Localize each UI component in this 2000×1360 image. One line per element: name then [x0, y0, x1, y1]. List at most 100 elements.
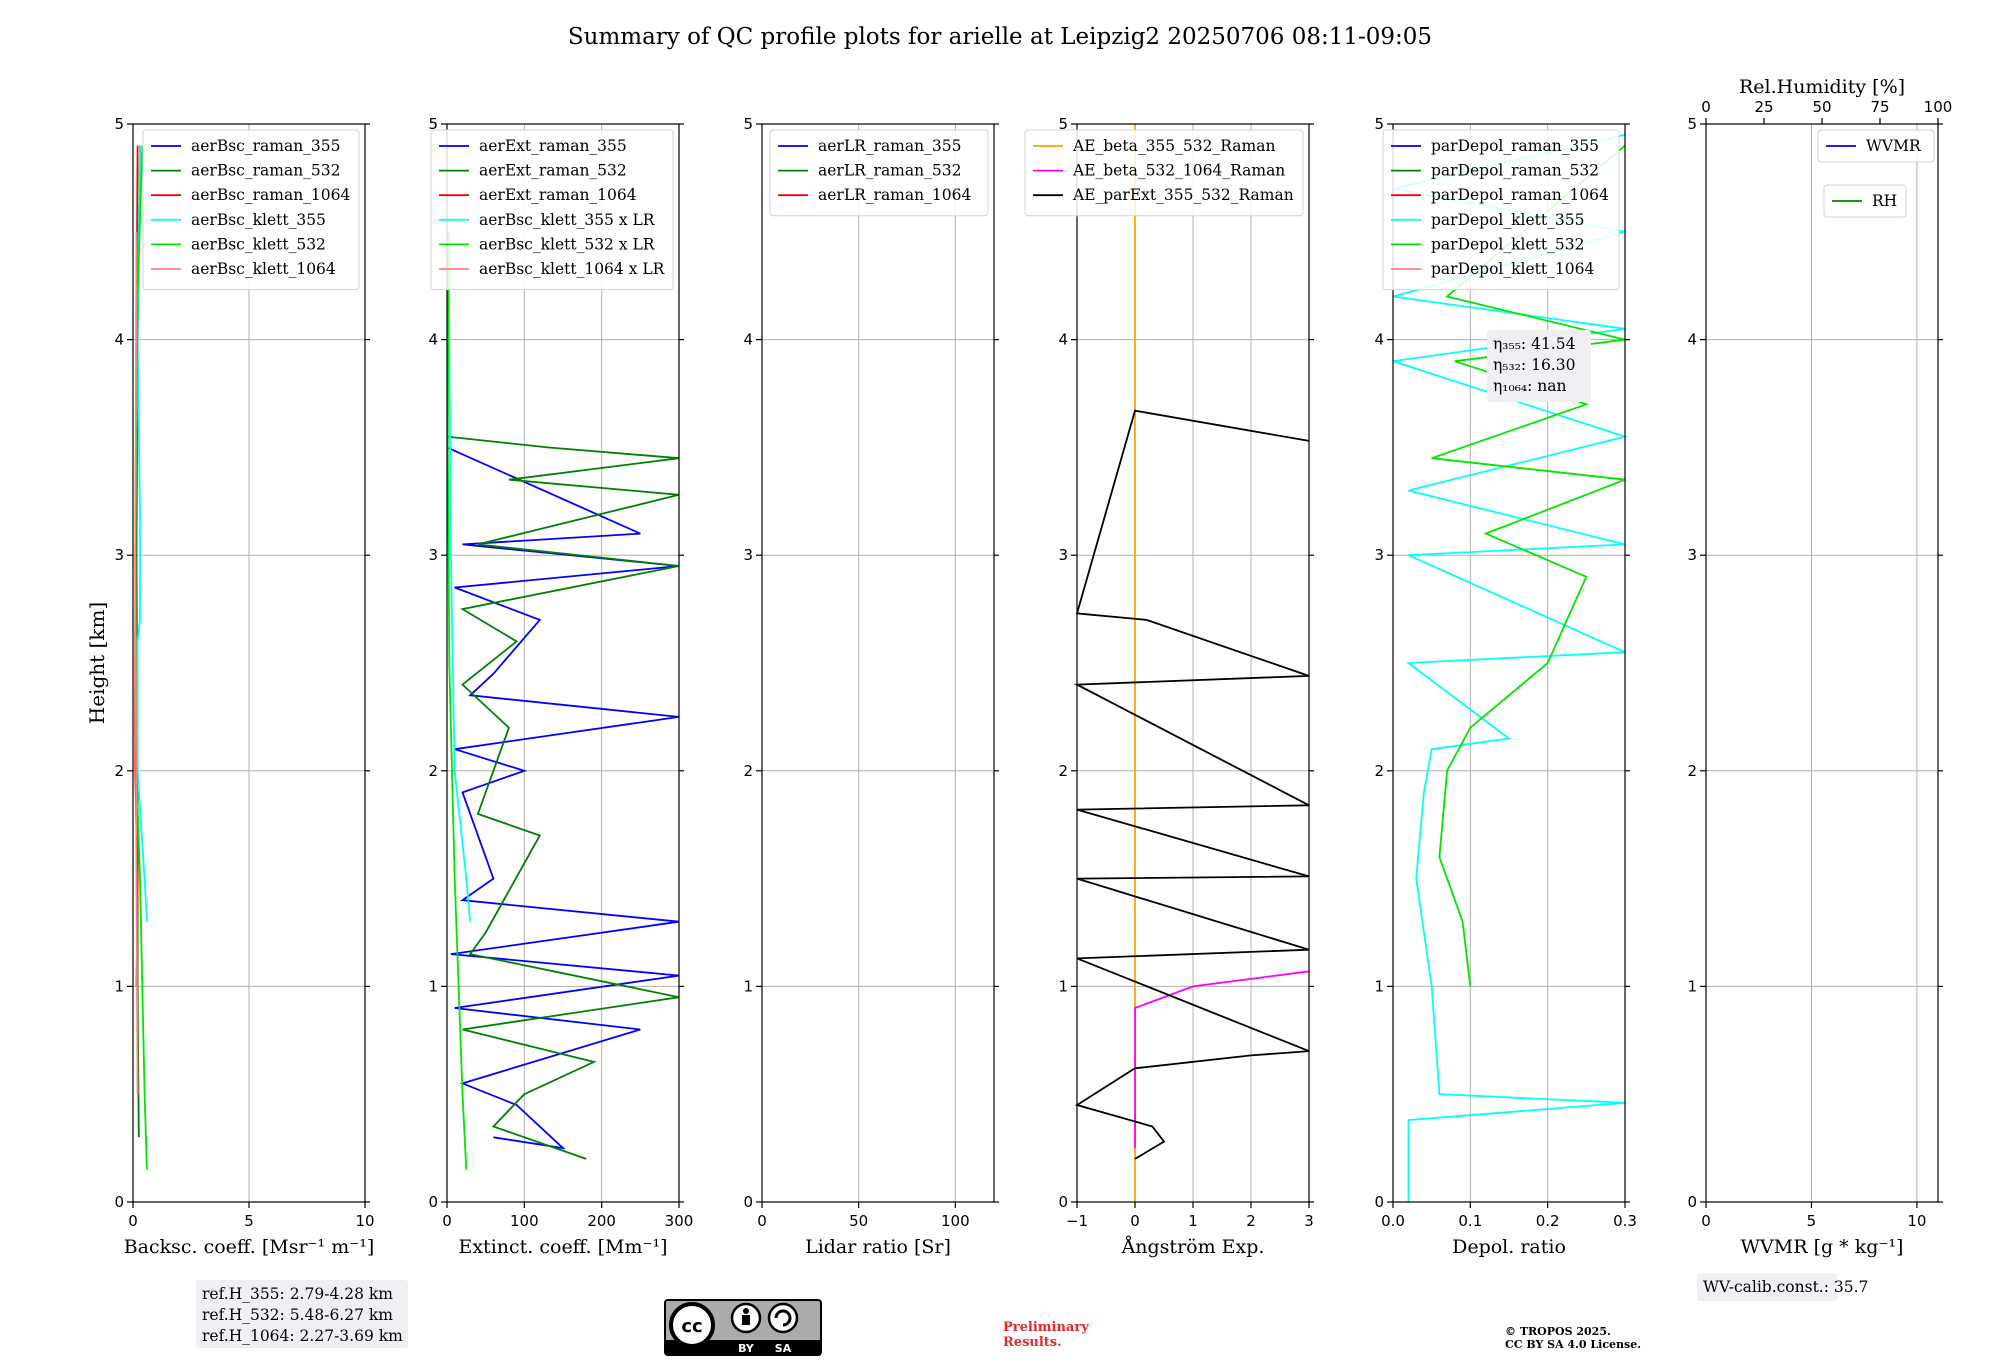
x-tick-label: 5: [244, 1212, 254, 1230]
x-tick-label: 0.1: [1458, 1212, 1482, 1230]
x-tick-label: 0: [757, 1212, 767, 1230]
legend-entry: parDepol_klett_1064: [1431, 260, 1594, 278]
x-axis-label: Backsc. coeff. [Msr⁻¹ m⁻¹]: [124, 1236, 375, 1258]
series-line-pardepol-klett-355: [1392, 133, 1629, 1202]
y-tick-label: 2: [1687, 762, 1697, 780]
x-tick-label: 5: [1807, 1212, 1817, 1230]
x-tick-label: 200: [587, 1212, 616, 1230]
legend-entry: aerBsc_klett_355: [191, 211, 326, 229]
y-tick-label: 3: [1374, 546, 1384, 564]
copyright-line-2: CC BY SA 4.0 License.: [1505, 1338, 1641, 1351]
preliminary-line-2: Results.: [1003, 1335, 1062, 1350]
x-tick-label: 0.3: [1613, 1212, 1637, 1230]
legend-entry: aerBsc_raman_532: [191, 162, 341, 180]
legend-box: [1823, 184, 1907, 218]
y-tick-label: 4: [1058, 331, 1068, 349]
y-tick-label: 3: [743, 546, 753, 564]
series-line-aerbsc-klett-1064: [134, 231, 139, 1095]
series-line-ae-beta-532-1064-raman: [1134, 970, 1310, 1149]
legend: AE_beta_355_532_Raman AE_beta_532_1064_Ra…: [1024, 129, 1304, 217]
y-tick-label: 3: [1058, 546, 1068, 564]
x-axis-label: Extinct. coeff. [Mm⁻¹]: [458, 1236, 667, 1258]
x-tick-label: 0: [442, 1212, 452, 1230]
y-tick-label: 2: [1374, 762, 1384, 780]
cc-by-sa-badge: cc BY SA: [664, 1299, 822, 1356]
annotation-text: ref.H_1064: 2.27-3.69 km: [202, 1327, 403, 1345]
x-axis-label: Depol. ratio: [1452, 1236, 1566, 1258]
y-tick-label: 2: [114, 762, 124, 780]
legend-box: [769, 129, 989, 217]
annotation-text: η₃₅₅: 41.54: [1493, 335, 1576, 353]
legend-entry: WVMR: [1866, 137, 1922, 155]
x-axis-label: Lidar ratio [Sr]: [805, 1236, 951, 1258]
series-line-aerext-raman-355: [446, 446, 680, 1150]
legend-entry: AE_beta_532_1064_Raman: [1072, 162, 1285, 180]
x-tick-label: 10: [1907, 1212, 1926, 1230]
legend-entry: aerExt_raman_1064: [479, 186, 637, 204]
annotation-text: ref.H_532: 5.48-6.27 km: [202, 1306, 393, 1324]
secondary-x-tick-label: 25: [1754, 98, 1773, 116]
y-tick-label: 2: [428, 762, 438, 780]
y-tick-label: 4: [114, 331, 124, 349]
annotation-box-6: WV-calib.const.: 35.7: [1697, 1273, 1868, 1301]
figure-title: Summary of QC profile plots for arielle …: [568, 24, 1432, 50]
y-tick-label: 4: [428, 331, 438, 349]
plot-frame: [1392, 123, 1626, 1203]
y-tick-label: 0: [114, 1193, 124, 1211]
x-tick-label: 0.0: [1381, 1212, 1405, 1230]
y-tick-label: 0: [1687, 1193, 1697, 1211]
legend-entry: aerBsc_klett_1064 x LR: [479, 260, 666, 278]
y-tick-label: 3: [1687, 546, 1697, 564]
x-tick-label: 1: [1188, 1212, 1198, 1230]
y-tick-label: 3: [428, 546, 438, 564]
legend-entry: aerBsc_klett_532: [191, 235, 326, 253]
x-axis-label: Ångström Exp.: [1121, 1236, 1265, 1258]
copyright-line-1: © TROPOS 2025.: [1505, 1325, 1611, 1338]
y-tick-label: 1: [428, 977, 438, 995]
annotation-box-1: ref.H_355: 2.79-4.28 km ref.H_532: 5.48-6…: [196, 1280, 408, 1348]
annotation-text: WV-calib.const.: 35.7: [1703, 1278, 1868, 1296]
secondary-x-axis-label: Rel.Humidity [%]: [1739, 76, 1905, 98]
legend-entry: aerBsc_raman_1064: [191, 186, 351, 204]
series-line-aerbsc-klett-355-x-lr: [447, 231, 472, 922]
preliminary-line-1: Preliminary: [1003, 1320, 1089, 1335]
legend-box: [430, 129, 674, 291]
y-tick-label: 1: [1058, 977, 1068, 995]
legend-entry: aerExt_raman_355: [479, 137, 627, 155]
x-tick-label: 2: [1246, 1212, 1256, 1230]
legend: aerBsc_raman_355 aerBsc_raman_532 aerBsc_r…: [142, 129, 360, 291]
legend-entry: aerBsc_klett_355 x LR: [479, 211, 656, 229]
legend-entry: RH: [1872, 192, 1897, 210]
x-tick-label: 0: [1130, 1212, 1140, 1230]
y-tick-label: 4: [1374, 331, 1384, 349]
legend-entry: aerLR_raman_355: [818, 137, 961, 155]
y-tick-label: 1: [743, 977, 753, 995]
x-axis-label: WVMR [g * kg⁻¹]: [1741, 1236, 1904, 1258]
annotation-box-5: η₃₅₅: 41.54 η₅₃₂: 16.30 η₁₀₆₄: nan: [1487, 330, 1591, 402]
y-tick-label: 0: [1058, 1193, 1068, 1211]
y-tick-label: 4: [1687, 331, 1697, 349]
legend-entry: aerLR_raman_532: [818, 162, 961, 180]
x-tick-label: 0: [1701, 1212, 1711, 1230]
y-tick-label: 0: [428, 1193, 438, 1211]
svg-text:cc: cc: [681, 1316, 702, 1337]
secondary-x-tick-label: 75: [1870, 98, 1889, 116]
x-tick-label: 10: [355, 1212, 374, 1230]
legend-box: [1817, 129, 1935, 163]
plot-frame: [1705, 123, 1939, 1203]
y-tick-label: 5: [743, 115, 753, 133]
x-tick-label: 0: [128, 1212, 138, 1230]
series-line-aerbsc-klett-355: [136, 145, 148, 922]
y-axis-label: Height [km]: [85, 602, 109, 724]
y-tick-label: 5: [1374, 115, 1384, 133]
legend-entry: AE_beta_355_532_Raman: [1072, 137, 1275, 155]
y-tick-label: 1: [1687, 977, 1697, 995]
y-tick-label: 4: [743, 331, 753, 349]
panel-2: 0 1 2 3 4 5 0 100 200 300 Extinct. coeff. [Mm⁻¹] ae…: [428, 115, 693, 1258]
x-tick-label: 50: [849, 1212, 868, 1230]
